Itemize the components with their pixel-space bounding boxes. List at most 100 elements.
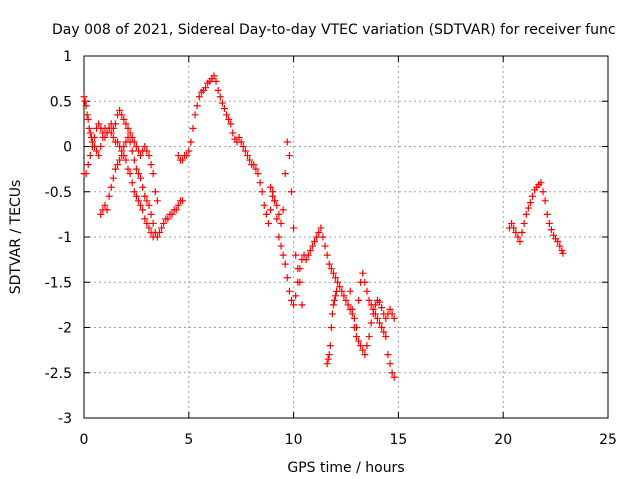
data-point [141,215,149,223]
data-point [128,179,136,187]
data-point [348,305,356,313]
data-point [384,351,392,359]
data-point [122,156,130,164]
data-point [269,188,277,196]
data-point [543,210,551,218]
data-point [216,93,224,101]
data-point [382,314,390,322]
data-point [183,152,191,160]
data-point [545,219,553,227]
y-axis-label: SDTVAR / TECUs [8,180,24,295]
data-point [160,219,168,227]
data-point [306,247,314,255]
data-point [97,210,105,218]
data-point [537,179,545,187]
data-point [352,333,360,341]
data-point [223,111,231,119]
data-point [556,242,564,250]
data-point [524,204,532,212]
data-point [130,188,138,196]
data-point [103,129,111,137]
data-point [195,93,203,101]
data-point [330,296,338,304]
data-point [82,170,90,178]
data-point [267,183,275,191]
data-point [130,156,138,164]
data-point [172,206,180,214]
data-point [529,192,537,200]
data-point [328,310,336,318]
data-point [355,337,363,345]
data-point [237,138,245,146]
data-point [355,296,363,304]
x-tick-label: 15 [389,432,407,448]
data-point [86,129,94,137]
data-point [369,310,377,318]
data-point [283,274,291,282]
data-point [193,102,201,110]
data-point [81,97,89,105]
data-point [97,143,105,150]
data-point [277,219,285,227]
data-point [281,260,289,268]
x-tick-label: 20 [494,432,512,448]
data-point [95,120,103,128]
data-point [518,228,526,236]
data-point [334,278,342,286]
data-point [109,133,117,141]
data-point [388,310,396,318]
data-point [323,360,331,368]
data-point [134,170,142,178]
data-point [340,292,348,300]
data-point [246,156,254,164]
data-point [264,219,272,227]
x-tick-label: 25 [599,432,617,448]
data-point [304,251,312,259]
data-point [145,152,153,160]
data-point [361,278,369,286]
data-point [367,319,375,327]
data-point [512,228,520,236]
data-point [317,224,325,232]
series-track-2 [80,106,161,205]
data-point [378,304,386,312]
data-point [365,296,373,304]
data-point [359,269,367,277]
data-point [273,201,281,209]
data-point [554,238,562,246]
data-point [143,147,151,155]
data-point [84,161,92,169]
data-point [290,224,298,232]
data-point [155,228,163,236]
data-point [271,197,279,205]
data-point [363,287,371,295]
data-point [388,369,396,377]
data-point [147,161,155,169]
data-point [313,233,321,241]
data-point [326,342,334,350]
y-tick-label: -2 [58,321,72,337]
data-point [210,72,218,80]
data-point [227,120,235,128]
data-point [329,301,337,309]
data-point [141,143,149,150]
data-point [252,165,260,173]
data-point [118,152,126,160]
data-point [371,301,379,309]
y-tick-label: -0.5 [45,185,72,201]
data-point [105,192,113,200]
data-point [189,124,197,132]
data-point [285,287,293,295]
data-point [361,351,369,359]
data-point [120,115,128,123]
data-point [90,133,98,141]
data-point [516,238,524,246]
x-tick-label: 0 [80,432,89,448]
data-point [84,115,92,123]
data-point [386,305,394,313]
data-point [315,228,323,236]
data-point [329,269,337,277]
data-point [132,165,140,173]
data-point [363,342,371,350]
data-point [82,102,90,110]
